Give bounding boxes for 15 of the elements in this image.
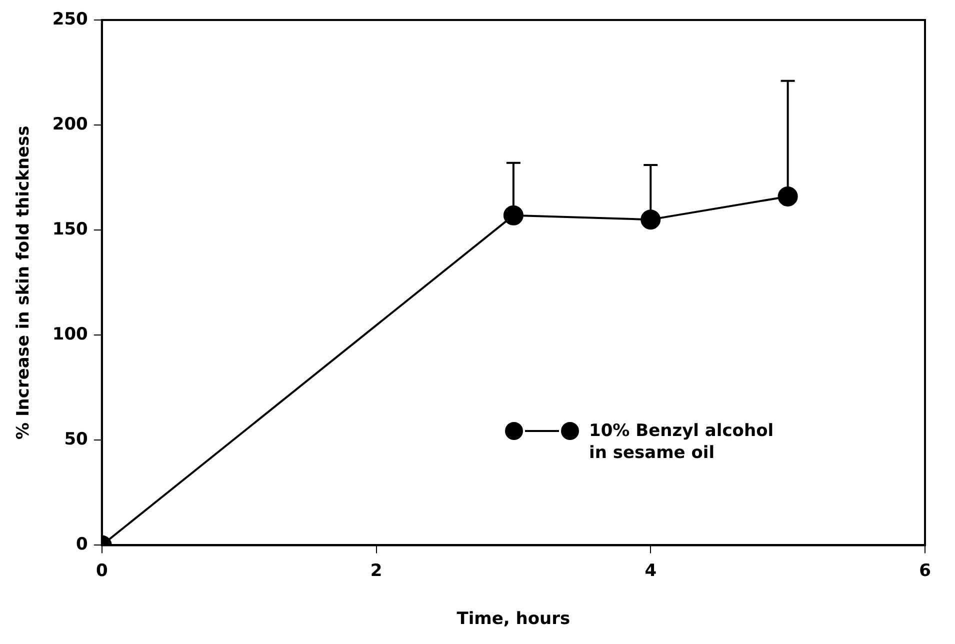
y-tick-label: 250 <box>52 9 88 30</box>
legend-label: 10% Benzyl alcohol in sesame oil <box>589 420 775 464</box>
point <box>778 186 798 206</box>
y-axis-title: % Increase in skin fold thickness <box>14 126 34 440</box>
x-tick-label: 6 <box>919 560 931 581</box>
y-tick-label: 0 <box>76 534 88 555</box>
x-axis-title: Time, hours <box>456 609 570 630</box>
y-tick-label: 50 <box>64 430 88 450</box>
x-tick-label: 2 <box>370 560 382 581</box>
y-tick-label: 100 <box>52 324 88 345</box>
y-tick-label: 200 <box>52 114 88 134</box>
x-tick-label: 0 <box>96 560 108 581</box>
point <box>640 210 661 230</box>
y-tick-label: 150 <box>52 220 88 240</box>
x-tick-label: 4 <box>644 560 657 581</box>
